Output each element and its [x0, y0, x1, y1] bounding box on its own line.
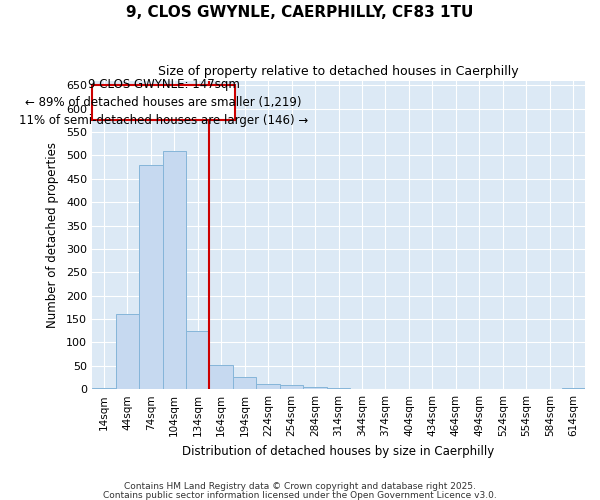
Bar [280, 386, 304, 389]
Text: 9, CLOS GWYNLE, CAERPHILLY, CF83 1TU: 9, CLOS GWYNLE, CAERPHILLY, CF83 1TU [127, 5, 473, 20]
Bar [256, 384, 280, 389]
Y-axis label: Number of detached properties: Number of detached properties [46, 142, 59, 328]
X-axis label: Distribution of detached houses by size in Caerphilly: Distribution of detached houses by size … [182, 444, 494, 458]
Bar [163, 150, 186, 389]
Title: Size of property relative to detached houses in Caerphilly: Size of property relative to detached ho… [158, 65, 519, 78]
Bar [186, 330, 209, 389]
Bar [209, 365, 233, 389]
Text: 9 CLOS GWYNLE: 147sqm
← 89% of detached houses are smaller (1,219)
11% of semi-d: 9 CLOS GWYNLE: 147sqm ← 89% of detached … [19, 78, 308, 128]
Bar [327, 388, 350, 389]
Bar [562, 388, 585, 389]
Bar [92, 85, 235, 120]
Bar [304, 387, 327, 389]
Bar [116, 314, 139, 389]
Bar [92, 388, 116, 389]
Text: Contains HM Land Registry data © Crown copyright and database right 2025.: Contains HM Land Registry data © Crown c… [124, 482, 476, 491]
Bar [233, 378, 256, 389]
Bar [139, 164, 163, 389]
Text: Contains public sector information licensed under the Open Government Licence v3: Contains public sector information licen… [103, 491, 497, 500]
